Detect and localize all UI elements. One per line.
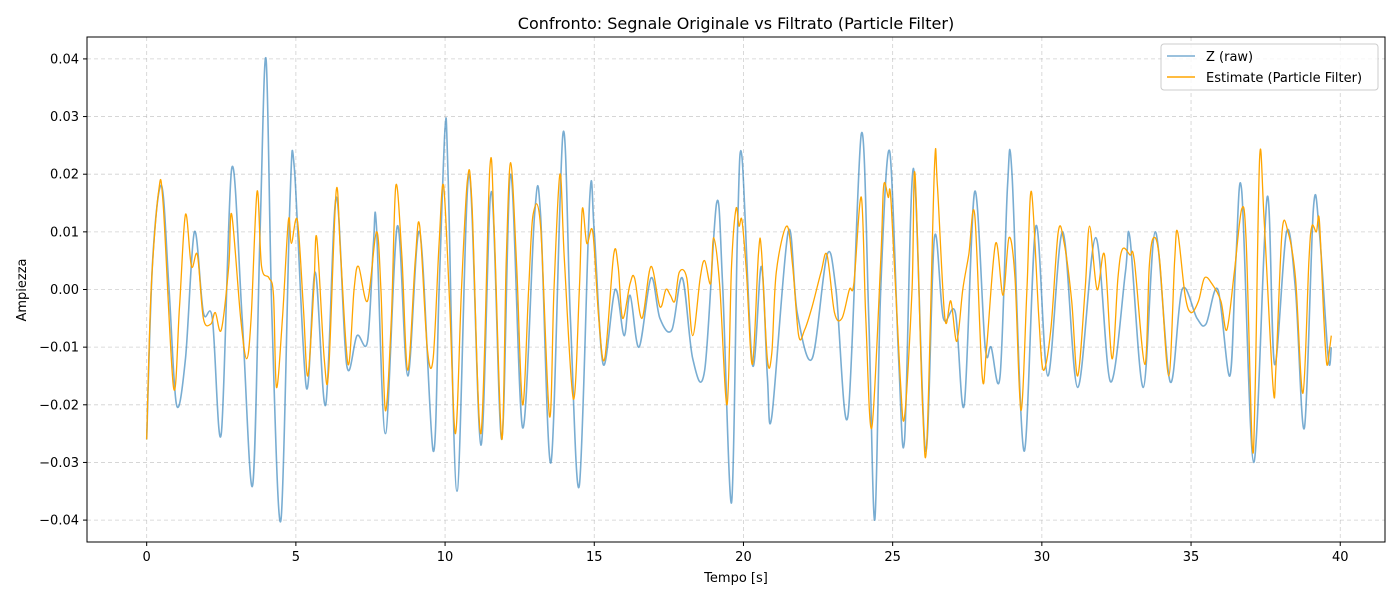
y-tick-label: −0.01: [39, 341, 79, 356]
x-tick-label: 20: [735, 550, 752, 565]
y-tick-label: −0.02: [39, 398, 79, 413]
y-tick-label: 0.00: [50, 283, 79, 298]
x-tick-label: 35: [1183, 550, 1200, 565]
y-axis-ticks: −0.04 −0.03 −0.02 −0.01 0.00 0.01 0.02 0.03 0.04: [39, 52, 87, 529]
y-tick-label: −0.03: [39, 456, 79, 471]
series-line-raw: [145, 56, 1333, 523]
y-tick-label: 0.01: [50, 225, 79, 240]
x-axis-ticks: 0 5 10 15 20 25 30 35 40: [143, 542, 1349, 565]
x-tick-label: 5: [292, 550, 300, 565]
x-tick-label: 30: [1034, 550, 1051, 565]
x-tick-label: 0: [143, 550, 151, 565]
y-axis-label: Ampiezza: [15, 258, 30, 321]
x-axis-label: Tempo [s]: [703, 571, 768, 586]
y-tick-label: −0.04: [39, 514, 79, 529]
series-line-estimate: [146, 148, 1332, 459]
y-tick-label: 0.02: [50, 168, 79, 183]
x-tick-label: 15: [586, 550, 603, 565]
legend-box: [1160, 43, 1379, 91]
x-tick-label: 10: [437, 550, 454, 565]
x-tick-label: 40: [1332, 550, 1349, 565]
legend-label-raw: Z (raw): [1206, 50, 1253, 65]
y-tick-label: 0.04: [50, 52, 79, 67]
legend-label-estimate: Estimate (Particle Filter): [1206, 71, 1362, 86]
legend: Z (raw) Estimate (Particle Filter): [1160, 43, 1379, 91]
chart-title: Confronto: Segnale Originale vs Filtrato…: [518, 14, 954, 33]
series-layer: [145, 56, 1333, 523]
y-tick-label: 0.03: [50, 110, 79, 125]
x-tick-label: 25: [884, 550, 901, 565]
